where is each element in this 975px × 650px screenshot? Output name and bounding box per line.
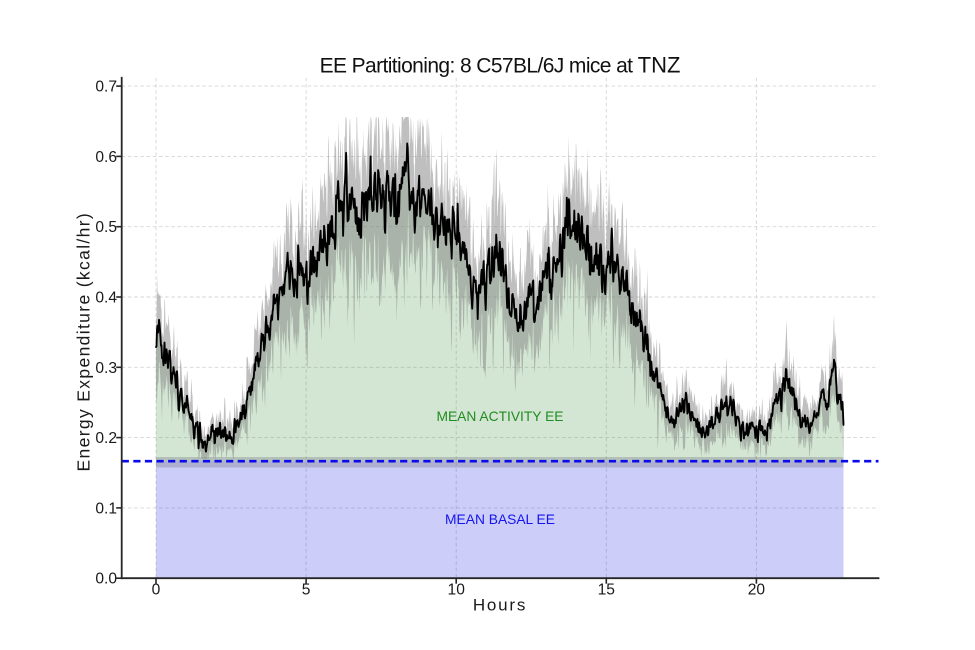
- svg-text:0.1: 0.1: [95, 500, 117, 517]
- svg-text:0.3: 0.3: [95, 360, 117, 377]
- svg-text:0.4: 0.4: [95, 290, 117, 307]
- svg-text:0.5: 0.5: [95, 219, 117, 236]
- svg-text:0: 0: [152, 582, 161, 599]
- svg-text:5: 5: [302, 582, 311, 599]
- svg-text:0.7: 0.7: [95, 79, 117, 96]
- svg-text:0.0: 0.0: [95, 571, 117, 588]
- svg-text:MEAN ACTIVITY EE: MEAN ACTIVITY EE: [436, 409, 563, 424]
- svg-text:MEAN BASAL EE: MEAN BASAL EE: [445, 512, 555, 527]
- svg-text:0.2: 0.2: [95, 430, 117, 447]
- svg-text:20: 20: [748, 582, 766, 599]
- svg-text:0.6: 0.6: [95, 149, 117, 166]
- svg-text:Energy Expenditure (kcal/hr): Energy Expenditure (kcal/hr): [73, 212, 93, 472]
- svg-text:15: 15: [598, 582, 616, 599]
- svg-text:10: 10: [448, 582, 466, 599]
- svg-text:Hours: Hours: [473, 596, 527, 615]
- svg-text:EE Partitioning: 8 C57BL/6J mi: EE Partitioning: 8 C57BL/6J mice at TNZ: [320, 52, 681, 77]
